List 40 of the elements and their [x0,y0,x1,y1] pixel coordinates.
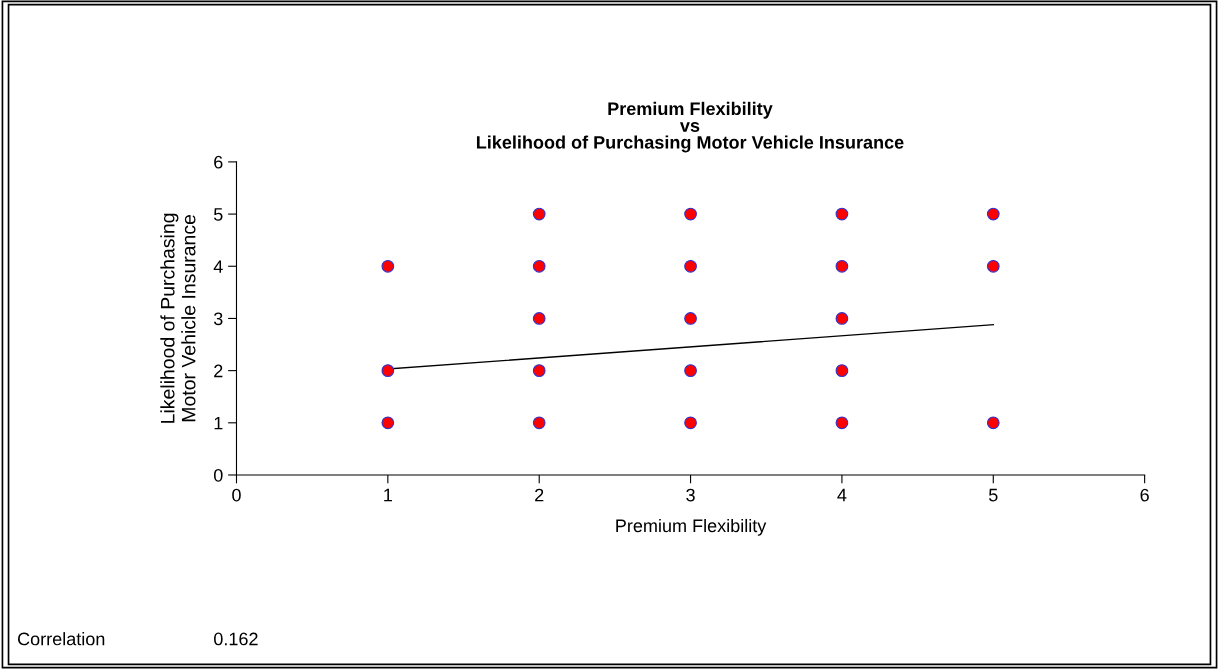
y-tick-label: 6 [214,155,223,169]
point [381,259,395,273]
y-tick-label: 2 [214,364,223,378]
y-tick-label: 1 [214,416,223,430]
chart-title: Premium Flexibility vs Likelihood of Purchasing Motor Vehicle Insurance [476,101,904,153]
point [532,259,546,273]
text: 0.162 [214,632,258,646]
y-axis-title: Likelihood of Purchasing Motor Vehicle Insurance [160,213,196,423]
y-tick-label: 4 [213,260,223,273]
x-tick-label: 6 [1140,488,1149,502]
x-tick-label: 3 [686,488,695,502]
y-tick-label: 0 [213,468,223,482]
point [684,207,697,221]
point [684,312,697,325]
point [835,312,849,325]
text: Correlation [17,632,105,646]
point [835,207,849,221]
point [986,416,1000,430]
point [986,207,1000,221]
y-tick-label: 3 [213,312,223,326]
point [532,364,546,377]
point [684,259,697,273]
point [381,364,395,377]
point [532,416,546,430]
x-tick-label: 0 [232,488,241,502]
point [381,416,395,430]
point [684,364,697,377]
x-tick-label: 5 [988,488,998,502]
x-axis-title: Premium Flexibility [616,518,767,536]
point [835,259,849,273]
point [986,259,1000,273]
point [835,364,849,377]
point [684,416,697,430]
x-tick-label: 1 [384,488,392,502]
point [835,416,849,430]
y-tick-label: 5 [213,208,223,221]
x-tick-label: 2 [535,488,544,502]
x-tick-label: 4 [837,488,847,502]
point [532,312,546,325]
point [532,207,546,221]
